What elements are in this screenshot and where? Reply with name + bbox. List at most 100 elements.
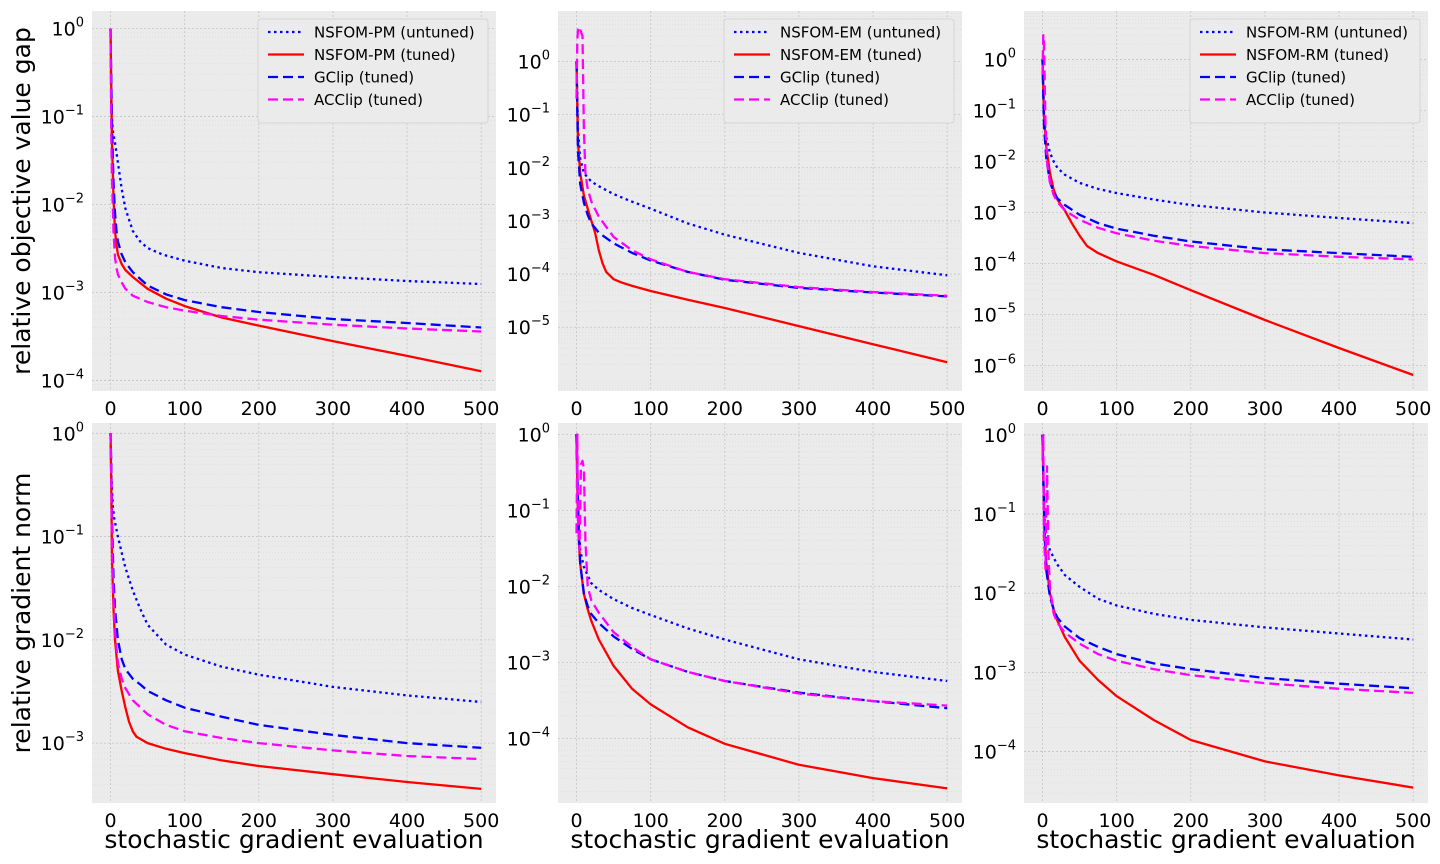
y-axis-label: relative objective value gap <box>7 27 36 375</box>
y-tick-label: 100 <box>984 46 1016 71</box>
y-tick-label: 10−3 <box>507 208 550 233</box>
chart-panel: 10−4 10−3 10−2 10−1 100 0 100 200 300 400 500 relat… <box>7 11 499 420</box>
legend-entry: ACClip (tuned) <box>1246 91 1355 109</box>
x-tick-label: 0 <box>1036 398 1048 420</box>
y-tick-label: 10−3 <box>507 649 550 674</box>
series-line <box>109 28 482 333</box>
legend-entry: ACClip (tuned) <box>780 91 889 109</box>
y-tick-label: 10−2 <box>41 192 84 217</box>
series-line <box>109 433 482 791</box>
legend-entry: NSFOM-PM (tuned) <box>314 46 456 64</box>
x-axis-label: stochastic gradient evaluation <box>104 825 483 854</box>
y-tick-label: 10−4 <box>507 261 550 286</box>
series-group <box>109 28 482 373</box>
legend-frame <box>257 18 489 124</box>
x-tick-label: 100 <box>167 810 203 832</box>
legend: NSFOM-PM (untuned) NSFOM-PM (tuned) GClip … <box>257 18 489 124</box>
y-tick-label: 10−3 <box>41 279 84 304</box>
x-tick-label: 200 <box>1173 398 1209 420</box>
chart-panel: 10−4 10−3 10−2 10−1 100 0 100 200 300 400 500stoch… <box>973 422 1432 854</box>
x-tick-label: 300 <box>1247 398 1283 420</box>
series-line <box>575 433 948 707</box>
x-axis-label: stochastic gradient evaluation <box>570 825 949 854</box>
y-tick-label: 100 <box>52 16 84 41</box>
x-tick-label: 200 <box>241 398 277 420</box>
series-line <box>1041 33 1414 261</box>
y-tick-label: 10−3 <box>973 199 1016 224</box>
series-line <box>1041 434 1414 690</box>
x-axis-label: stochastic gradient evaluation <box>1036 825 1415 854</box>
x-tick-label: 200 <box>707 810 743 832</box>
x-tick-label: 300 <box>315 810 351 832</box>
x-tick-label: 400 <box>389 810 425 832</box>
y-tick-label: 10−3 <box>41 730 84 755</box>
y-tick-label: 100 <box>518 421 550 446</box>
x-tick-label: 0 <box>570 398 582 420</box>
legend-frame <box>1189 18 1421 124</box>
x-tick-label: 300 <box>315 398 351 420</box>
y-tick-label: 10−3 <box>973 659 1016 684</box>
legend-entry: NSFOM-EM (tuned) <box>780 46 922 64</box>
x-tick-label: 0 <box>104 398 116 420</box>
x-tick-label: 500 <box>1395 398 1431 420</box>
legend-entry: NSFOM-PM (untuned) <box>314 24 475 42</box>
y-tick-label: 100 <box>518 48 550 73</box>
y-tick-label: 10−1 <box>973 501 1016 526</box>
x-tick-label: 500 <box>929 810 965 832</box>
y-tick-label: 10−4 <box>507 725 550 750</box>
series-group <box>575 25 948 364</box>
x-tick-label: 300 <box>1247 810 1283 832</box>
y-tick-label: 10−5 <box>507 314 550 339</box>
x-tick-label: 400 <box>855 398 891 420</box>
x-tick-label: 100 <box>167 398 203 420</box>
x-tick-label: 500 <box>463 810 499 832</box>
x-tick-label: 400 <box>389 398 425 420</box>
x-tick-label: 500 <box>1395 810 1431 832</box>
y-tick-label: 10−1 <box>507 102 550 127</box>
chart-panel: 10−6 10−5 10−4 10−3 10−2 10−1 100 0 100 200 300 400… <box>973 11 1431 420</box>
y-tick-label: 10−5 <box>973 301 1016 326</box>
y-tick-label: 100 <box>52 420 84 445</box>
series-line <box>1041 59 1414 377</box>
series-line <box>575 25 948 297</box>
y-tick-label: 10−4 <box>41 367 84 392</box>
x-tick-label: 300 <box>781 398 817 420</box>
y-tick-label: 10−2 <box>973 148 1016 173</box>
legend-entry: NSFOM-RM (tuned) <box>1246 46 1389 64</box>
series-line <box>109 28 482 329</box>
series-line <box>109 433 482 749</box>
x-tick-label: 100 <box>633 810 669 832</box>
series-line <box>109 433 482 761</box>
legend-entry: GClip (tuned) <box>314 69 414 87</box>
y-tick-label: 10−1 <box>973 97 1016 122</box>
y-tick-label: 10−6 <box>973 352 1016 377</box>
x-tick-label: 400 <box>1321 810 1357 832</box>
y-tick-label: 10−4 <box>973 739 1016 764</box>
legend-entry: GClip (tuned) <box>780 69 880 87</box>
chart-panel: 10−3 10−2 10−1 100 0 100 200 300 400 500 relative … <box>7 420 499 854</box>
x-tick-label: 100 <box>1099 810 1135 832</box>
plot-area <box>558 423 962 803</box>
series-line <box>575 434 948 790</box>
y-tick-label: 10−4 <box>973 250 1016 275</box>
x-tick-label: 0 <box>570 810 582 832</box>
plot-area <box>1024 423 1428 803</box>
y-tick-label: 10−2 <box>507 573 550 598</box>
y-tick-label: 10−2 <box>507 155 550 180</box>
series-line <box>109 28 482 286</box>
x-tick-label: 200 <box>1173 810 1209 832</box>
y-tick-label: 10−2 <box>973 580 1016 605</box>
series-line <box>575 61 948 298</box>
legend-entry: NSFOM-RM (untuned) <box>1246 24 1408 42</box>
series-group <box>1041 33 1414 377</box>
x-tick-label: 300 <box>781 810 817 832</box>
legend-entry: ACClip (tuned) <box>314 91 423 109</box>
y-tick-label: 100 <box>984 422 1016 447</box>
series-line <box>1041 434 1414 641</box>
series-line <box>575 434 948 683</box>
y-tick-label: 10−1 <box>41 104 84 129</box>
series-group <box>575 433 948 790</box>
y-tick-label: 10−1 <box>41 524 84 549</box>
x-tick-label: 200 <box>707 398 743 420</box>
